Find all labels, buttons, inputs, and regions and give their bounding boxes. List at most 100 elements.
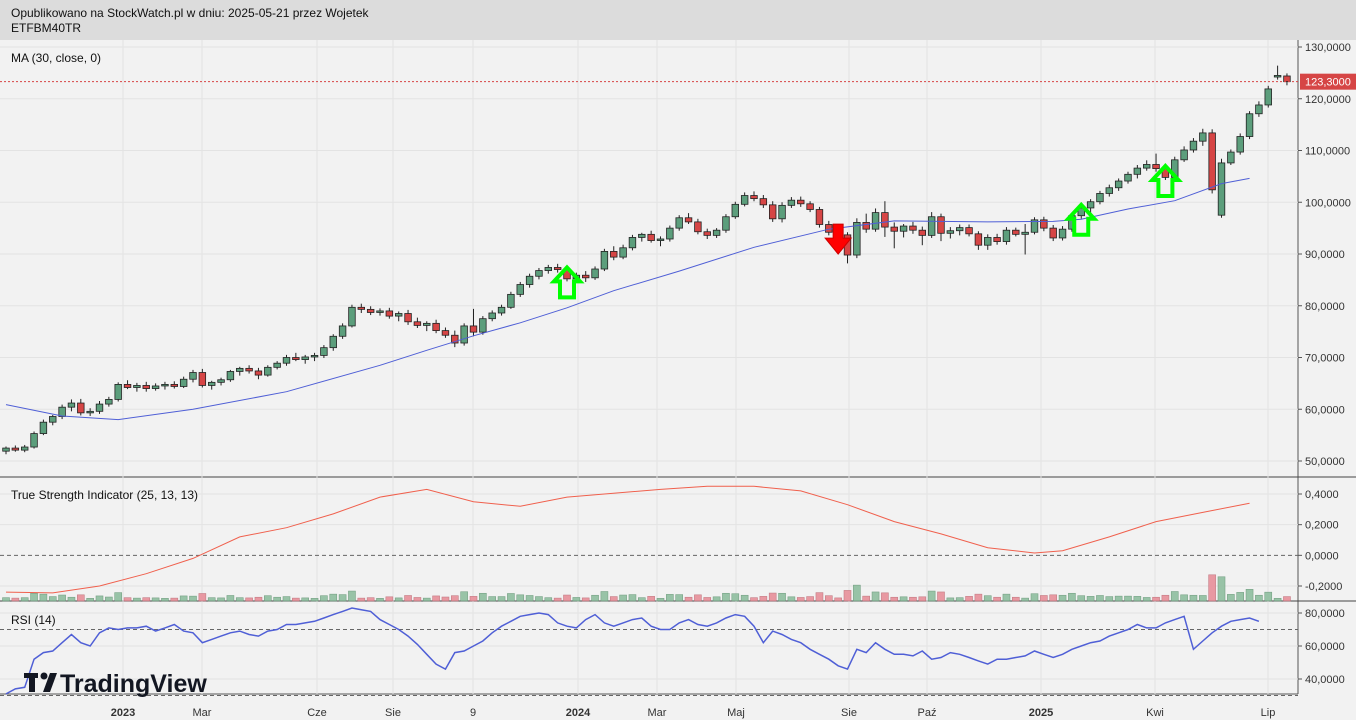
buy-arrow-marker xyxy=(1147,163,1183,198)
x-tick-label: Sie xyxy=(841,707,857,719)
candle-body xyxy=(722,216,730,231)
candle xyxy=(750,191,758,202)
tsi-histogram-bar xyxy=(572,597,581,602)
tsi-histogram-bar xyxy=(39,593,48,602)
rsi-tick-label: 80,0000 xyxy=(1305,608,1345,620)
tsi-line xyxy=(5,485,1250,594)
candle xyxy=(1077,205,1085,219)
tsi-histogram-bar xyxy=(273,596,281,602)
tsi-histogram-bar xyxy=(637,597,646,602)
x-tick-label: Maj xyxy=(727,707,745,719)
candle xyxy=(273,361,281,370)
tsi-histogram-bar xyxy=(198,593,207,602)
tsi-histogram-bar xyxy=(67,596,76,602)
candle-body xyxy=(956,227,964,232)
candle xyxy=(488,310,496,322)
candle xyxy=(881,201,889,237)
candle-body xyxy=(712,229,721,236)
tsi-histogram-bar xyxy=(133,597,141,602)
x-tick-label: Lip xyxy=(1261,707,1276,719)
tsi-histogram xyxy=(2,574,1291,602)
candle-body xyxy=(694,221,702,233)
moving-average-line xyxy=(5,177,1250,421)
candle xyxy=(394,311,403,322)
tsi-histogram-bar xyxy=(179,595,188,602)
candle xyxy=(535,267,543,280)
candle-body xyxy=(675,217,683,229)
candle-body xyxy=(245,367,253,372)
candle-body xyxy=(1124,173,1132,182)
tsi-histogram-bar xyxy=(1236,592,1244,602)
candle-body xyxy=(1077,207,1085,217)
tsi-histogram-bar xyxy=(993,596,1001,602)
candle-body xyxy=(179,378,188,387)
candle xyxy=(1096,190,1104,205)
candle xyxy=(666,225,674,242)
tsi-histogram-bar xyxy=(1021,597,1029,602)
candle xyxy=(1114,178,1123,191)
tsi-histogram-bar xyxy=(170,597,179,602)
x-tick-label: Cze xyxy=(307,707,327,719)
candle-body xyxy=(937,216,945,234)
candle-body xyxy=(965,227,973,235)
candle-body xyxy=(871,212,880,230)
tsi-histogram-bar xyxy=(1124,595,1132,602)
tsi-histogram-bar xyxy=(1217,576,1226,602)
tsi-histogram-bar xyxy=(824,595,833,602)
tsi-histogram-bar xyxy=(86,598,94,602)
tsi-histogram-bar xyxy=(544,597,553,602)
tsi-histogram-bar xyxy=(366,597,375,602)
tsi-histogram-bar xyxy=(1133,596,1142,602)
candle xyxy=(20,444,29,453)
tsi-histogram-bar xyxy=(394,597,403,602)
tsi-histogram-bar xyxy=(563,594,571,602)
candle xyxy=(114,382,122,402)
main-panel-title: MA (30, close, 0) xyxy=(11,51,101,65)
tsi-histogram-bar xyxy=(740,594,749,602)
tsi-histogram-bar xyxy=(684,596,693,602)
candle xyxy=(469,308,478,337)
tsi-histogram-bar xyxy=(955,597,964,602)
current-price-tag xyxy=(1300,73,1356,90)
tsi-histogram-bar xyxy=(796,597,805,602)
candle xyxy=(1105,184,1113,197)
candle-body xyxy=(516,284,524,295)
candle xyxy=(1058,226,1067,241)
candle xyxy=(927,212,936,238)
candle xyxy=(544,264,552,274)
x-tick-label: 9 xyxy=(470,707,476,719)
candle xyxy=(628,234,637,251)
tsi-histogram-bar xyxy=(703,597,712,602)
candle-body xyxy=(1049,227,1057,239)
candle-body xyxy=(1217,162,1226,216)
candle-body xyxy=(207,381,216,386)
candle xyxy=(1133,164,1142,179)
candle-body xyxy=(151,385,160,389)
tsi-histogram-bar xyxy=(516,594,525,602)
tsi-histogram-bar xyxy=(1208,574,1216,602)
candle xyxy=(553,263,562,273)
tsi-histogram-bar xyxy=(871,591,880,602)
x-tick-label: Paź xyxy=(918,707,937,719)
tsi-histogram-bar xyxy=(946,597,955,602)
tsi-histogram-bar xyxy=(656,598,665,602)
candle xyxy=(292,352,300,362)
candle-body xyxy=(338,325,347,337)
tsi-histogram-bar xyxy=(58,594,66,602)
candle-body xyxy=(647,233,655,241)
candle-body xyxy=(95,403,104,412)
candle-body xyxy=(769,204,777,220)
rsi-tick-label: 40,0000 xyxy=(1305,674,1345,686)
candle-body xyxy=(217,379,225,383)
candle xyxy=(1030,217,1039,235)
candle xyxy=(815,206,824,228)
tsi-histogram-bar xyxy=(1255,594,1263,602)
candle xyxy=(198,368,207,388)
candle-body xyxy=(497,306,506,314)
tsi-histogram-bar xyxy=(675,594,684,602)
tsi-histogram-bar xyxy=(862,595,871,602)
candle-body xyxy=(778,204,786,220)
tsi-histogram-bar xyxy=(722,592,730,602)
candle-body xyxy=(993,237,1001,242)
